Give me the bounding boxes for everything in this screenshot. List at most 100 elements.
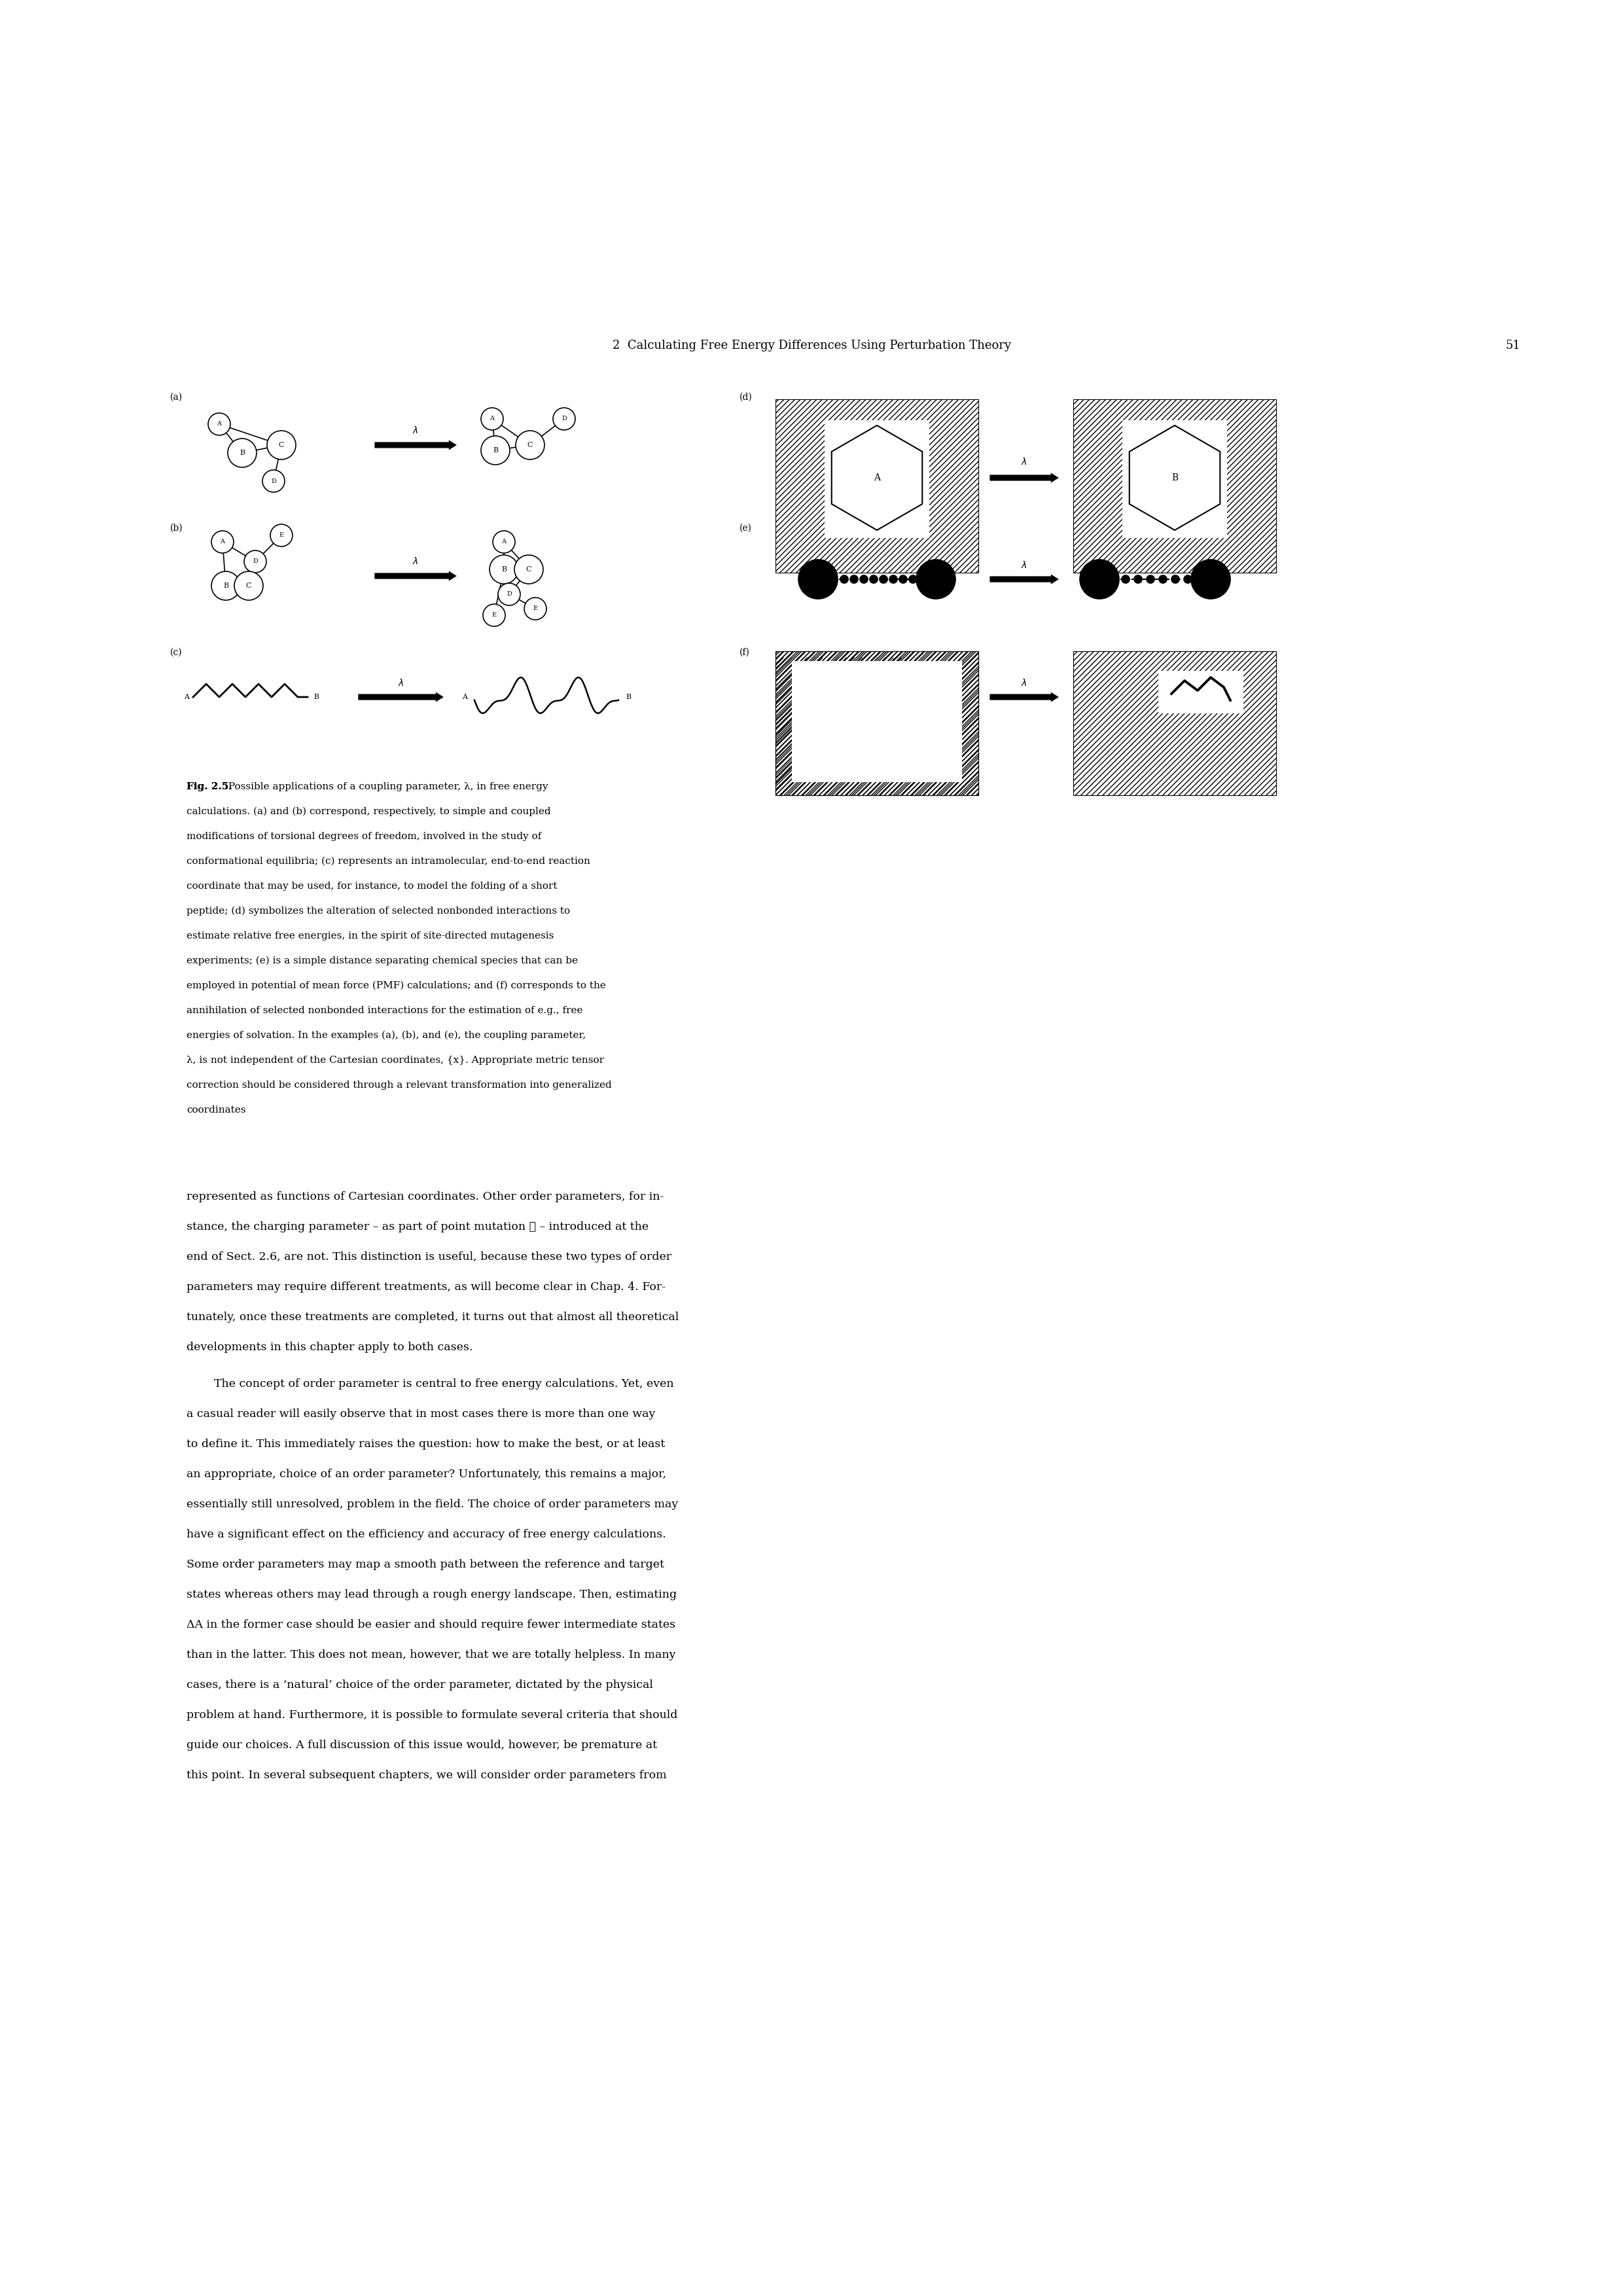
Circle shape bbox=[899, 576, 907, 583]
Circle shape bbox=[917, 560, 956, 599]
Text: A: A bbox=[183, 693, 190, 700]
Text: modifications of torsional degrees of freedom, involved in the study of: modifications of torsional degrees of fr… bbox=[187, 831, 542, 840]
Circle shape bbox=[524, 597, 547, 620]
Text: E: E bbox=[492, 613, 497, 618]
Text: B: B bbox=[240, 450, 245, 457]
Circle shape bbox=[211, 572, 240, 599]
Text: A: A bbox=[502, 540, 506, 544]
Text: Fig. 2.5.: Fig. 2.5. bbox=[187, 783, 232, 792]
Text: guide our choices. A full discussion of this issue would, however, be premature : guide our choices. A full discussion of … bbox=[187, 1740, 657, 1752]
Text: conformational equilibria; (c) represents an intramolecular, end-to-end reaction: conformational equilibria; (c) represent… bbox=[187, 856, 591, 866]
Text: A: A bbox=[873, 473, 880, 482]
Circle shape bbox=[480, 436, 510, 464]
Text: $\lambda$: $\lambda$ bbox=[412, 425, 419, 436]
Circle shape bbox=[889, 576, 898, 583]
Text: tunately, once these treatments are completed, it turns out that almost all theo: tunately, once these treatments are comp… bbox=[187, 1311, 678, 1322]
Text: 51: 51 bbox=[1505, 340, 1521, 351]
Text: D: D bbox=[271, 478, 276, 484]
Circle shape bbox=[799, 560, 837, 599]
Text: C: C bbox=[526, 567, 532, 572]
Circle shape bbox=[490, 556, 518, 583]
Circle shape bbox=[227, 439, 256, 468]
Circle shape bbox=[553, 409, 575, 429]
Text: A: A bbox=[217, 420, 221, 427]
Circle shape bbox=[498, 583, 521, 606]
Circle shape bbox=[243, 551, 266, 572]
Text: D: D bbox=[506, 592, 511, 597]
Text: (f): (f) bbox=[740, 647, 750, 657]
Text: ΔA in the former case should be easier and should require fewer intermediate sta: ΔA in the former case should be easier a… bbox=[187, 1619, 675, 1630]
Text: The concept of order parameter is central to free energy calculations. Yet, even: The concept of order parameter is centra… bbox=[214, 1378, 674, 1389]
Text: C: C bbox=[279, 441, 284, 448]
Bar bbox=[1073, 652, 1276, 794]
Text: D: D bbox=[562, 416, 566, 422]
Text: employed in potential of mean force (PMF) calculations; and (f) corresponds to t: employed in potential of mean force (PMF… bbox=[187, 980, 605, 990]
Text: represented as functions of Cartesian coordinates. Other order parameters, for i: represented as functions of Cartesian co… bbox=[187, 1192, 664, 1203]
Text: energies of solvation. In the examples (a), (b), and (e), the coupling parameter: energies of solvation. In the examples (… bbox=[187, 1031, 586, 1040]
Circle shape bbox=[271, 523, 292, 546]
Text: coordinate that may be used, for instance, to model the folding of a short: coordinate that may be used, for instanc… bbox=[187, 882, 557, 891]
Text: 2  Calculating Free Energy Differences Using Perturbation Theory: 2 Calculating Free Energy Differences Us… bbox=[612, 340, 1011, 351]
Text: cases, there is a ‘natural’ choice of the order parameter, dictated by the physi: cases, there is a ‘natural’ choice of th… bbox=[187, 1678, 652, 1690]
Circle shape bbox=[909, 576, 917, 583]
Polygon shape bbox=[1130, 425, 1220, 530]
Circle shape bbox=[870, 576, 878, 583]
Text: $\lambda$: $\lambda$ bbox=[1021, 560, 1027, 569]
Circle shape bbox=[880, 576, 888, 583]
Text: (b): (b) bbox=[170, 523, 183, 533]
Text: $\lambda$: $\lambda$ bbox=[1021, 457, 1027, 466]
Text: correction should be considered through a relevant transformation into generaliz: correction should be considered through … bbox=[187, 1081, 612, 1091]
Text: C: C bbox=[247, 583, 252, 590]
Text: this point. In several subsequent chapters, we will consider order parameters fr: this point. In several subsequent chapte… bbox=[187, 1770, 667, 1782]
Text: B: B bbox=[625, 693, 631, 700]
Bar bbox=[1159, 670, 1243, 714]
Text: estimate relative free energies, in the spirit of site-directed mutagenesis: estimate relative free energies, in the … bbox=[187, 932, 553, 941]
Text: essentially still unresolved, problem in the field. The choice of order paramete: essentially still unresolved, problem in… bbox=[187, 1499, 678, 1511]
Text: $\lambda$: $\lambda$ bbox=[1021, 677, 1027, 687]
Circle shape bbox=[480, 409, 503, 429]
Text: (a): (a) bbox=[170, 393, 183, 402]
Circle shape bbox=[516, 432, 544, 459]
Text: D: D bbox=[253, 558, 258, 565]
Text: a casual reader will easily observe that in most cases there is more than one wa: a casual reader will easily observe that… bbox=[187, 1407, 656, 1419]
Text: problem at hand. Furthermore, it is possible to formulate several criteria that : problem at hand. Furthermore, it is poss… bbox=[187, 1711, 677, 1720]
Circle shape bbox=[1134, 576, 1143, 583]
Text: peptide; (d) symbolizes the alteration of selected nonbonded interactions to: peptide; (d) symbolizes the alteration o… bbox=[187, 907, 570, 916]
Circle shape bbox=[850, 576, 859, 583]
Circle shape bbox=[493, 530, 514, 553]
Circle shape bbox=[1172, 576, 1180, 583]
Bar bbox=[776, 400, 979, 572]
Circle shape bbox=[860, 576, 868, 583]
Text: Possible applications of a coupling parameter, λ, in free energy: Possible applications of a coupling para… bbox=[226, 783, 549, 792]
Bar bbox=[792, 661, 962, 783]
Text: than in the latter. This does not mean, however, that we are totally helpless. I: than in the latter. This does not mean, … bbox=[187, 1649, 675, 1660]
Circle shape bbox=[211, 530, 234, 553]
Circle shape bbox=[263, 471, 284, 491]
Text: Fig. 2.5.: Fig. 2.5. bbox=[187, 783, 232, 792]
Circle shape bbox=[841, 576, 849, 583]
Bar bbox=[776, 652, 979, 794]
Circle shape bbox=[1079, 560, 1120, 599]
Text: have a significant effect on the efficiency and accuracy of free energy calculat: have a significant effect on the efficie… bbox=[187, 1529, 665, 1541]
Text: end of Sect. 2.6, are not. This distinction is useful, because these two types o: end of Sect. 2.6, are not. This distinct… bbox=[187, 1251, 672, 1263]
Text: experiments; (e) is a simple distance separating chemical species that can be: experiments; (e) is a simple distance se… bbox=[187, 955, 578, 967]
Circle shape bbox=[1146, 576, 1154, 583]
Text: E: E bbox=[532, 606, 537, 611]
Polygon shape bbox=[831, 425, 922, 530]
Circle shape bbox=[1159, 576, 1167, 583]
Text: Some order parameters may map a smooth path between the reference and target: Some order parameters may map a smooth p… bbox=[187, 1559, 664, 1570]
Text: parameters may require different treatments, as will become clear in Chap. 4. Fo: parameters may require different treatme… bbox=[187, 1281, 665, 1293]
Text: $\lambda$: $\lambda$ bbox=[398, 677, 404, 687]
Circle shape bbox=[1183, 576, 1191, 583]
Circle shape bbox=[208, 413, 230, 436]
Text: A: A bbox=[490, 416, 495, 422]
Text: C: C bbox=[527, 441, 532, 448]
Text: B: B bbox=[502, 567, 506, 572]
Text: B: B bbox=[222, 583, 229, 590]
Text: coordinates: coordinates bbox=[187, 1104, 245, 1114]
Text: calculations. (a) and (b) correspond, respectively, to simple and coupled: calculations. (a) and (b) correspond, re… bbox=[187, 806, 550, 817]
Circle shape bbox=[268, 432, 295, 459]
Text: stance, the charging parameter – as part of point mutation 𝐝 – introduced at the: stance, the charging parameter – as part… bbox=[187, 1221, 649, 1233]
Text: developments in this chapter apply to both cases.: developments in this chapter apply to bo… bbox=[187, 1341, 472, 1352]
Text: (c): (c) bbox=[170, 647, 182, 657]
